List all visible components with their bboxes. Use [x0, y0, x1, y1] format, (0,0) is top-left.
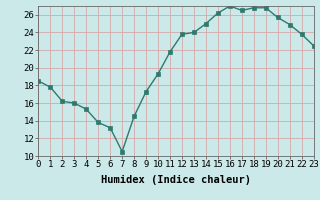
X-axis label: Humidex (Indice chaleur): Humidex (Indice chaleur) [101, 175, 251, 185]
